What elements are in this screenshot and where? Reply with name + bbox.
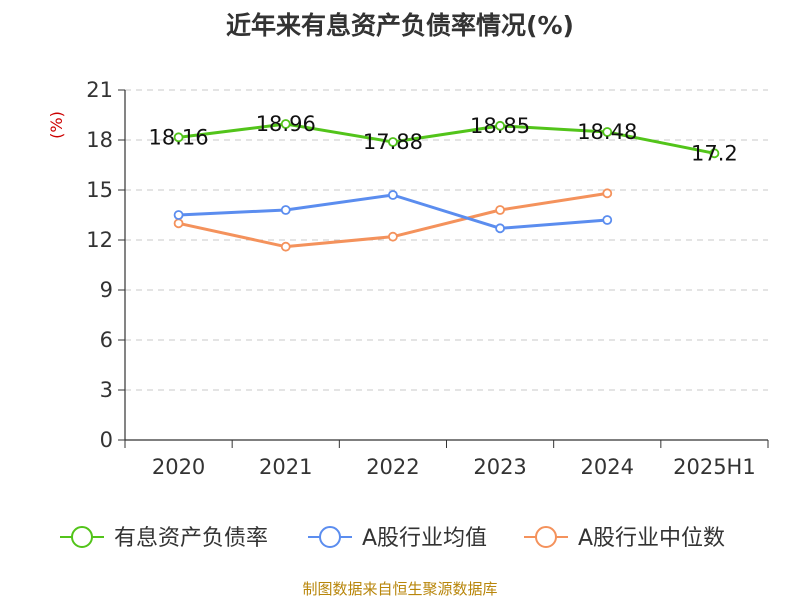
y-tick-label: 12 [86, 228, 113, 252]
series-line-1 [178, 193, 608, 230]
legend: 有息资产负债率 A股行业均值 A股行业中位数 [60, 526, 725, 551]
x-tick-label: 2024 [581, 455, 634, 479]
data-point [280, 205, 291, 215]
data-point [388, 190, 398, 200]
data-point [602, 127, 613, 137]
x-tick-label: 2022 [366, 455, 419, 479]
y-tick-label: 3 [100, 378, 113, 402]
data-point [388, 137, 398, 147]
data-point [173, 210, 184, 220]
y-tick-label: 21 [86, 78, 113, 102]
x-tick-label: 2023 [473, 455, 526, 479]
x-tick-label: 2025H1 [673, 455, 756, 479]
data-label: 17.2 [691, 141, 738, 165]
series-lines [173, 119, 720, 252]
y-tick-label: 6 [100, 328, 113, 352]
data-point [495, 120, 505, 131]
y-tick-label: 9 [100, 278, 113, 302]
data-point [173, 218, 184, 229]
x-tick-label: 2020 [152, 455, 205, 479]
y-axis-unit: (%) [47, 111, 66, 139]
legend-label: 有息资产负债率 [114, 526, 268, 551]
grid-lines [125, 89, 768, 391]
data-point [173, 132, 184, 143]
legend-label: A股行业中位数 [578, 526, 725, 551]
legend-marker [535, 526, 557, 548]
data-label: 18.96 [256, 112, 316, 136]
data-labels: 18.16 18.96 17.88 18.85 18.48 17.2 [149, 112, 738, 165]
x-tick-label: 2021 [259, 455, 312, 479]
data-point [495, 205, 505, 215]
legend-marker [319, 526, 341, 548]
y-tick-label: 18 [86, 128, 113, 152]
legend-label: A股行业均值 [362, 526, 487, 551]
data-point [709, 148, 720, 159]
data-label: 18.48 [577, 120, 637, 144]
y-tick-label: 15 [86, 178, 113, 202]
data-point [388, 231, 398, 242]
data-point [602, 188, 613, 199]
y-tick-label: 0 [100, 428, 113, 452]
data-point [495, 223, 505, 234]
data-point [280, 241, 291, 252]
data-point [602, 215, 613, 225]
data-label: 17.88 [363, 130, 423, 154]
series-line-0 [178, 122, 715, 155]
axes: 0 3 6 9 12 15 18 21 2020 2021 2022 2023 2024 2025H1 [86, 78, 769, 479]
data-label: 18.16 [149, 125, 209, 149]
legend-marker [71, 526, 93, 548]
chart-title: 近年来有息资产负债率情况(%) [226, 11, 574, 40]
data-point [280, 119, 291, 129]
source-note: 制图数据来自恒生聚源数据库 [302, 580, 497, 598]
data-label: 18.85 [470, 114, 530, 138]
